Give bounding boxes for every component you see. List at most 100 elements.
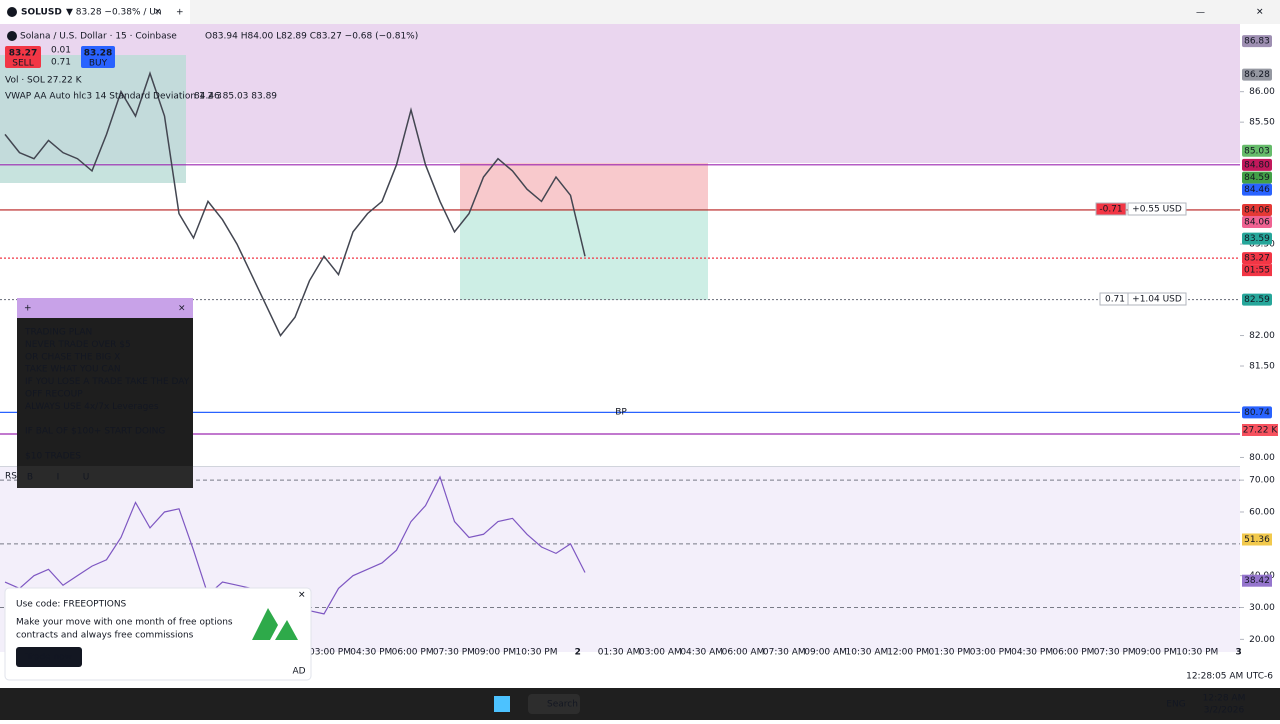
x-tick-label: 07:30 PM	[433, 648, 475, 658]
x-tick-label: 04:30 AM	[680, 648, 723, 658]
buy-price: 83.28	[84, 49, 112, 59]
tab-icon	[7, 7, 17, 17]
y-tick-label: 80.00	[1249, 453, 1275, 463]
price-tag-label: 84.80	[1244, 160, 1270, 170]
browser-tab[interactable]	[0, 0, 190, 24]
notes-line: IF BAL OF $100+ START DOING	[25, 427, 165, 437]
notes-tool[interactable]: I	[57, 473, 60, 483]
price-tag	[1242, 171, 1272, 184]
ad-button[interactable]	[16, 647, 82, 667]
rsi-tick-label: 60.00	[1249, 507, 1275, 517]
price-tag-label: 83.27	[1244, 254, 1270, 264]
vwap-label: VWAP AA Auto hlc3 14 Standard Deviation …	[5, 92, 222, 102]
x-tick-label: 07:30 AM	[763, 648, 806, 658]
ad-body: Make your move with one month of free op…	[16, 618, 233, 628]
x-tick-label: 03:00 PM	[970, 648, 1012, 658]
browser-bar	[0, 0, 1280, 24]
volume-tag-bg	[1242, 424, 1278, 436]
notes-close[interactable]: ×	[178, 304, 186, 314]
tab-title: SOLUSD	[21, 8, 62, 18]
x-tick-label: 07:30 PM	[1094, 648, 1136, 658]
close-window[interactable]: ✕	[1256, 8, 1264, 18]
price-tag	[1242, 203, 1272, 216]
taskbar	[0, 688, 1280, 720]
chart-title: Solana / U.S. Dollar · 15 · Coinbase	[20, 32, 177, 42]
price-tag-label: 84.06	[1244, 217, 1270, 227]
rsi-tag	[1242, 533, 1272, 546]
ad-close[interactable]: ✕	[298, 591, 306, 601]
price-tag-label: 86.28	[1244, 70, 1270, 80]
price-tag-label: 82.59	[1244, 295, 1270, 305]
sell-button[interactable]	[5, 46, 41, 68]
notes-add[interactable]: +	[24, 304, 32, 314]
x-tick-label: 09:00 PM	[1135, 648, 1177, 658]
x-tick-label: 06:00 AM	[722, 648, 765, 658]
vwap-values: 84.46 85.03 83.89	[194, 92, 277, 102]
y-tick-label: 86.00	[1249, 87, 1275, 97]
x-tick-label: 06:00 PM	[392, 648, 434, 658]
notes-tool[interactable]: B	[27, 473, 33, 483]
buy-button[interactable]	[81, 46, 115, 68]
price-tag	[1242, 252, 1272, 265]
lang: ENG	[1166, 700, 1185, 710]
notes-line: OR CHASE THE BIG X	[25, 352, 120, 362]
new-tab[interactable]: +	[176, 8, 184, 18]
countdown: 01:55	[1244, 266, 1270, 276]
rsi-tick-label: 70.00	[1249, 476, 1275, 486]
price-tag-label: 80.74	[1244, 408, 1270, 418]
rsi-tick-label: 30.00	[1249, 603, 1275, 613]
buy-label: BUY	[89, 59, 108, 69]
sell-price: 83.27	[9, 49, 37, 59]
x-tick-label: 2	[575, 648, 581, 658]
x-tick-label: 10:30 PM	[1176, 648, 1218, 658]
x-tick-label: 04:30 PM	[350, 648, 392, 658]
volume-tag: 27.22 K	[1243, 426, 1279, 436]
notes-toolbar	[17, 466, 193, 488]
ohlc: O83.94 H84.00 L82.89 C83.27 −0.68 (−0.81…	[205, 32, 418, 42]
zone-box	[0, 55, 186, 183]
x-tick-label: 09:00 PM	[474, 648, 516, 658]
position-pnl: +1.04 USD	[1132, 295, 1182, 305]
y-tick-label: 85.50	[1249, 118, 1275, 128]
ad-title: Use code: FREEOPTIONS	[16, 600, 127, 610]
spread-top: 0.01	[51, 46, 71, 56]
position-pnl: +0.55 USD	[1132, 205, 1182, 215]
x-tick-label: 03:00 AM	[639, 648, 682, 658]
position-qty-bg	[1095, 202, 1127, 216]
tab-info: ▼ 83.28 −0.38% / Un	[66, 8, 162, 18]
ad-logo	[252, 608, 298, 640]
position-pnl-bg	[1127, 292, 1187, 306]
price-tag	[1242, 68, 1272, 81]
ad-badge: AD	[292, 667, 305, 677]
notes-line: TRADING PLAN	[24, 328, 92, 338]
price-tag	[1242, 232, 1272, 245]
notes-line: TAKE WHAT YOU CAN	[24, 365, 121, 375]
start-button[interactable]	[494, 696, 510, 712]
notes-line: ALWAYS USE 4x/7x Leverages	[25, 402, 159, 412]
y-tick-label: 81.50	[1249, 362, 1275, 372]
x-tick-label: 10:30 AM	[846, 648, 889, 658]
rsi-tag-label: 51.36	[1244, 535, 1270, 545]
price-tag-label: 84.59	[1244, 173, 1270, 183]
x-tick-label: 01:30 PM	[929, 648, 971, 658]
content: SOLUSD▼ 83.28 −0.38% / Un86.0085.5083.50…	[0, 8, 1278, 716]
close-tab[interactable]: ✕	[154, 8, 162, 18]
search-box[interactable]	[528, 694, 580, 714]
x-tick-label: 09:00 AM	[804, 648, 847, 658]
x-tick-label: 06:00 PM	[1052, 648, 1094, 658]
rsi-tick-label: 20.00	[1249, 635, 1275, 645]
price-tag-label: 84.46	[1244, 185, 1270, 195]
pane-divider	[0, 466, 1280, 467]
date: 3/2/2026	[1204, 706, 1245, 716]
minimize[interactable]: —	[1196, 8, 1205, 18]
notes-line: NEVER TRADE OVER $5	[25, 340, 131, 350]
notes-tool[interactable]: U	[83, 473, 90, 483]
price-tag	[1242, 183, 1272, 196]
notes-line: $10 TRADES	[25, 452, 81, 462]
position-pnl-bg	[1127, 202, 1187, 216]
spread: 0.71	[51, 58, 71, 68]
volume-value: 27.22 K	[47, 76, 83, 86]
price-tag	[1242, 293, 1272, 306]
